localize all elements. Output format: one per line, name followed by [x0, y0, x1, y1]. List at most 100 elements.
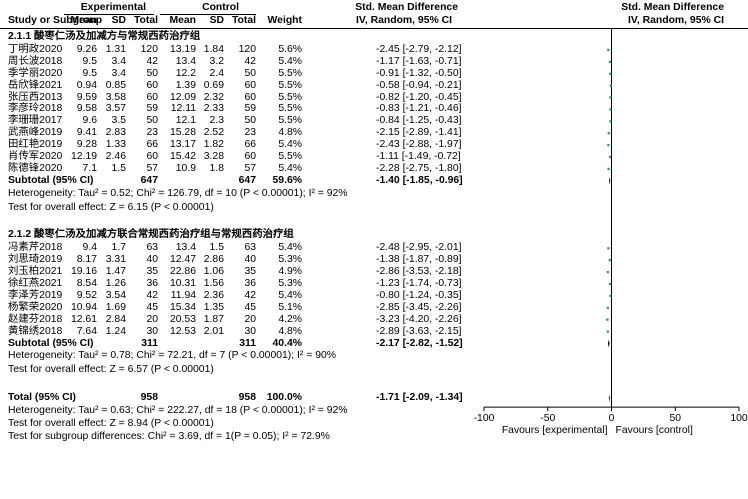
study-effect-square — [606, 271, 609, 274]
ctl-sd: 1.82 — [203, 139, 224, 151]
ctl-mean: 22.86 — [169, 266, 196, 278]
exp-total: 30 — [146, 325, 158, 337]
exp-mean: 0.94 — [76, 79, 97, 91]
ctl-sd: 2.01 — [203, 325, 224, 337]
ctl-mean: 13.19 — [169, 43, 196, 55]
study-effect-square — [606, 318, 609, 321]
subtotal-exp-total: 647 — [140, 174, 158, 186]
study-name: 岳欣锋2021 — [8, 79, 63, 91]
exp-total: 60 — [146, 91, 158, 103]
exp-mean: 9.28 — [76, 139, 97, 151]
ctl-sd: 2.33 — [203, 103, 224, 115]
ctl-total: 35 — [244, 266, 256, 278]
study-effect-square — [607, 167, 610, 171]
study-effect-square — [607, 143, 610, 147]
heterogeneity-text: Heterogeneity: Tau² = 0.52; Chi² = 126.7… — [8, 187, 348, 199]
ctl-mean: 11.94 — [170, 289, 196, 301]
ctl-mean: 10.9 — [175, 162, 196, 174]
header-exp-total: Total — [133, 15, 158, 26]
header-ci-left: IV, Random, 95% CI — [355, 15, 452, 26]
exp-mean: 12.19 — [70, 151, 97, 162]
pooled-effect-diamond — [609, 176, 611, 185]
ctl-sd: 1.5 — [209, 242, 224, 254]
study-effect-square — [609, 120, 612, 123]
ctl-mean: 12.2 — [175, 67, 196, 79]
header-study: Study or Subgroup — [8, 15, 103, 26]
smd-title-left: Std. Mean Difference — [355, 2, 458, 13]
study-name: 季学丽2020 — [8, 67, 63, 79]
ctl-sd: 1.06 — [203, 266, 224, 278]
ctl-mean: 13.17 — [169, 139, 196, 151]
footer-text: Heterogeneity: Tau² = 0.63; Chi² = 222.2… — [8, 405, 348, 416]
exp-sd: 3.4 — [111, 55, 126, 67]
study-weight: 5.4% — [278, 55, 302, 67]
exp-mean: 9.41 — [76, 127, 97, 139]
total-exp-total: 958 — [140, 392, 158, 404]
study-weight: 5.5% — [278, 151, 302, 162]
header-ctl-mean: Mean — [169, 15, 196, 26]
subtotal-weight: 40.4% — [272, 337, 302, 349]
exp-mean: 9.59 — [76, 91, 97, 103]
study-effect-square — [609, 84, 612, 87]
study-weight: 5.5% — [278, 103, 302, 115]
ctl-mean: 15.34 — [169, 301, 196, 313]
exp-total: 20 — [146, 313, 158, 325]
exp-sd: 1.7 — [111, 242, 126, 254]
exp-mean: 9.6 — [82, 115, 97, 127]
study-name: 杨繁荣2020 — [8, 301, 63, 313]
study-ci: -2.48 [-2.95, -2.01] — [376, 242, 462, 254]
ctl-total: 45 — [244, 301, 256, 313]
exp-sd: 1.5 — [111, 162, 126, 174]
total-ctl-total: 958 — [238, 392, 256, 404]
study-ci: -0.84 [-1.25, -0.43] — [376, 115, 462, 127]
ctl-sd: 2.32 — [203, 91, 224, 103]
study-ci: -3.23 [-4.20, -2.26] — [376, 313, 462, 325]
study-effect-square — [608, 282, 612, 286]
study-ci: -2.43 [-2.88, -1.97] — [376, 139, 462, 151]
study-weight: 4.9% — [278, 266, 302, 278]
exp-total: 66 — [146, 139, 158, 151]
exp-mean: 8.54 — [76, 278, 97, 289]
exp-mean: 9.52 — [76, 289, 97, 301]
study-name: 田红艳2019 — [8, 139, 63, 151]
study-weight: 5.4% — [278, 242, 302, 254]
exp-total: 45 — [146, 301, 158, 313]
ctl-total: 23 — [244, 127, 256, 139]
study-name: 张压西2013 — [8, 91, 63, 103]
study-ci: -0.82 [-1.20, -0.45] — [376, 91, 462, 103]
exp-total: 50 — [146, 115, 158, 127]
total-weight: 100.0% — [266, 392, 302, 404]
exp-total: 23 — [146, 127, 158, 139]
exp-total: 50 — [146, 67, 158, 79]
exp-mean: 9.5 — [82, 67, 97, 79]
ctl-total: 42 — [244, 55, 256, 67]
study-name: 李泽芳2019 — [8, 289, 63, 301]
study-name: 刘玉柏2021 — [8, 266, 63, 278]
subgroup-title: 2.1.1 酸枣仁汤及加减方与常规西药治疗组 — [8, 31, 201, 42]
study-ci: -2.85 [-3.45, -2.26] — [376, 301, 462, 313]
exp-mean: 10.94 — [70, 301, 97, 313]
ctl-sd: 3.2 — [209, 55, 224, 67]
ctl-total: 42 — [244, 289, 256, 301]
study-effect-square — [607, 247, 610, 250]
ctl-mean: 13.4 — [175, 55, 196, 67]
study-ci: -2.15 [-2.89, -1.41] — [376, 127, 462, 139]
exp-mean: 7.64 — [76, 325, 97, 337]
exp-sd: 2.46 — [105, 151, 126, 162]
ctl-sd: 2.4 — [209, 67, 224, 79]
exp-mean: 9.58 — [76, 103, 97, 115]
exp-sd: 1.33 — [105, 139, 126, 151]
study-effect-square — [607, 48, 610, 52]
favours-control-label: Favours [control] — [616, 425, 693, 436]
study-ci: -2.28 [-2.75, -1.80] — [376, 162, 462, 174]
exp-sd: 0.85 — [105, 79, 126, 91]
header-exp-mean: Mean — [70, 15, 97, 26]
study-ci: -1.38 [-1.87, -0.89] — [376, 254, 462, 266]
exp-mean: 19.16 — [70, 266, 97, 278]
exp-total: 36 — [146, 278, 158, 289]
study-name: 冯素芹2018 — [8, 242, 63, 254]
header-ci-right: IV, Random, 95% CI — [627, 15, 724, 26]
exp-total: 59 — [146, 103, 158, 115]
study-effect-square — [606, 306, 609, 309]
